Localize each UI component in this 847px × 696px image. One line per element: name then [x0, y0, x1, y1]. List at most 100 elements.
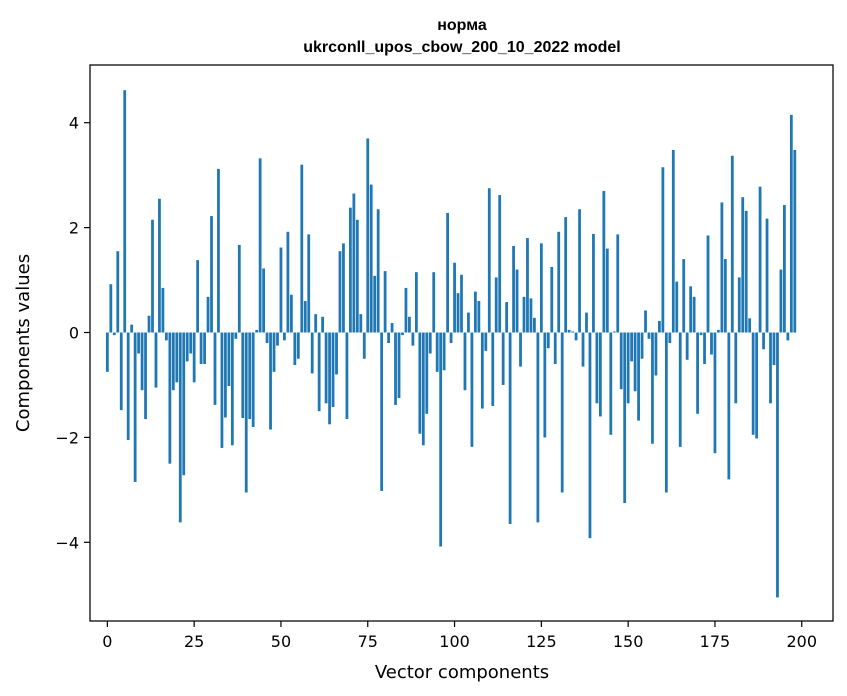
bar	[668, 332, 672, 343]
bar	[258, 158, 262, 333]
bar	[578, 209, 581, 333]
bar	[241, 332, 245, 419]
bar	[699, 332, 703, 336]
bar	[762, 332, 765, 350]
bar	[269, 332, 272, 430]
bar	[626, 332, 630, 404]
bar	[189, 332, 193, 354]
bar	[362, 332, 366, 359]
bar	[192, 332, 196, 383]
bar	[671, 149, 675, 333]
bar	[689, 286, 693, 333]
bar	[644, 310, 647, 333]
bar	[151, 219, 154, 333]
bar	[119, 332, 123, 411]
bar	[560, 332, 564, 493]
bar	[109, 284, 113, 333]
bar	[283, 332, 286, 341]
bar	[713, 332, 717, 454]
x-tick-label: 50	[271, 632, 291, 651]
bar	[265, 332, 269, 343]
bar	[546, 332, 550, 349]
x-tick-label: 150	[613, 632, 644, 651]
bar	[526, 238, 529, 333]
bar	[758, 186, 762, 333]
bar	[300, 164, 304, 333]
bar	[418, 332, 422, 434]
bar	[432, 272, 436, 333]
x-axis-ticks: 0 25 50 75 100 125 150 175 200	[102, 621, 817, 651]
bar	[387, 332, 390, 343]
bar	[616, 234, 620, 333]
bar	[251, 332, 255, 427]
bar	[171, 332, 175, 391]
bar	[678, 332, 682, 447]
x-axis-label: Vector components	[375, 662, 549, 683]
bar	[272, 332, 276, 372]
bar	[227, 332, 231, 387]
bar	[248, 332, 252, 420]
bar	[307, 234, 311, 333]
bar	[619, 332, 623, 390]
x-tick-label: 200	[786, 632, 817, 651]
bar	[491, 332, 495, 406]
bar	[244, 332, 248, 493]
bar	[383, 271, 387, 333]
bar	[262, 268, 265, 333]
bar	[224, 332, 227, 418]
bar	[237, 244, 241, 333]
bar	[734, 332, 738, 404]
bar	[480, 332, 484, 409]
bar	[213, 332, 217, 405]
bar	[543, 332, 547, 438]
bar	[494, 277, 498, 333]
bar	[574, 332, 578, 341]
bar	[585, 312, 588, 333]
bar	[345, 332, 349, 420]
bar	[234, 332, 238, 339]
bar	[609, 332, 613, 435]
bar	[484, 332, 488, 351]
bar	[310, 332, 314, 374]
bar	[533, 317, 536, 333]
y-tick-label: −2	[55, 428, 79, 447]
bar	[793, 149, 797, 333]
bar	[598, 332, 602, 417]
bar	[158, 198, 161, 333]
bar	[401, 332, 404, 336]
bar	[404, 287, 408, 333]
bar	[321, 316, 325, 333]
bar	[765, 218, 769, 333]
bar	[449, 332, 453, 343]
bar	[376, 209, 380, 333]
bar	[651, 332, 654, 444]
bar	[612, 331, 616, 333]
bar	[755, 332, 759, 439]
bar	[647, 332, 651, 339]
bar	[470, 332, 474, 447]
bar	[474, 291, 477, 333]
bar	[741, 197, 745, 333]
bar	[161, 287, 165, 333]
bar	[230, 332, 234, 446]
y-tick-label: 2	[69, 219, 79, 238]
bar	[144, 332, 147, 420]
bar	[338, 251, 342, 333]
bar	[154, 332, 158, 388]
bar	[685, 332, 689, 360]
bar	[359, 314, 363, 333]
x-tick-label: 175	[700, 632, 731, 651]
bar	[623, 332, 627, 503]
bar	[487, 188, 491, 333]
bar	[640, 332, 644, 359]
bar	[637, 332, 640, 421]
y-tick-label: 0	[69, 324, 79, 343]
bar	[779, 269, 783, 333]
chart-title-line-1: норма	[437, 17, 487, 34]
bar	[442, 332, 446, 371]
bar	[397, 332, 401, 399]
bar	[123, 90, 127, 333]
bar	[581, 332, 585, 367]
bar	[717, 329, 720, 333]
bar	[317, 332, 321, 412]
